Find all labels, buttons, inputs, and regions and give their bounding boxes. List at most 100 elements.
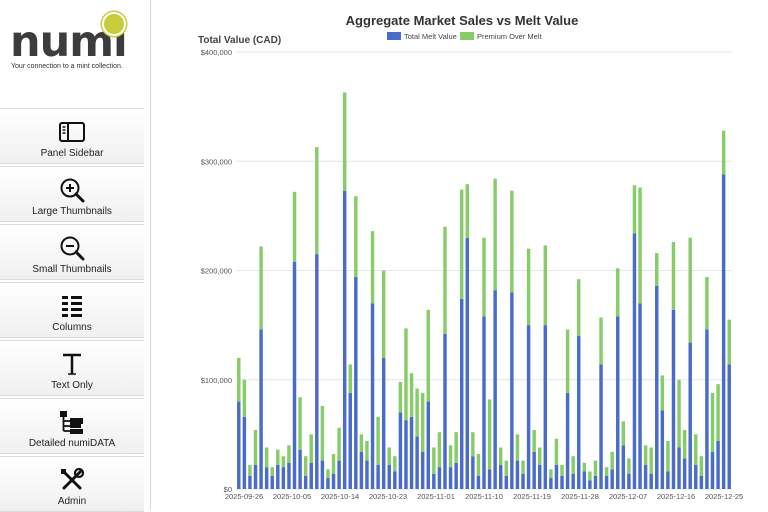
sidebar-item-small-thumbnails[interactable]: Small Thumbnails (0, 224, 144, 280)
bar-premium (287, 445, 291, 463)
bar-premium (549, 469, 553, 479)
sidebar-item-large-thumbnails[interactable]: Large Thumbnails (0, 166, 144, 222)
bar-melt (504, 475, 509, 489)
bar-melt (381, 357, 386, 489)
bar-melt (677, 447, 681, 489)
bar-premium (487, 399, 492, 470)
bar-premium (292, 191, 297, 262)
bar-melt (303, 475, 308, 489)
bar-premium (404, 328, 408, 421)
bar-premium (504, 460, 509, 476)
bar-melt (315, 254, 319, 489)
bar-melt (326, 478, 330, 489)
bar-melt (237, 401, 241, 489)
bar-premium (354, 196, 358, 278)
bar-premium (237, 357, 241, 402)
bar-premium (253, 430, 258, 465)
bar-melt (643, 464, 648, 489)
bar-premium (705, 277, 709, 330)
sales-vs-melt-chart: Aggregate Market Sales vs Melt Value Tot… (198, 13, 743, 501)
bar-premium (415, 388, 419, 437)
sidebar-item-detailed-numidata[interactable]: Detailed numiDATA (0, 398, 144, 454)
x-tick-label: 2025-11-28 (561, 492, 599, 501)
numi-logo[interactable]: numi Your connection to a mint collectio… (0, 0, 150, 106)
bar-premium (532, 430, 536, 452)
sidebar-item-label: Panel Sidebar (40, 148, 104, 159)
sidebar-item-columns[interactable]: Columns (0, 282, 144, 338)
bar-premium (727, 319, 731, 365)
bar-melt (721, 174, 726, 490)
bar-melt (621, 445, 626, 489)
bar-melt (521, 473, 525, 489)
bar-premium (694, 434, 698, 465)
bar-premium (510, 190, 514, 293)
sidebar-item-label: Columns (52, 322, 92, 333)
bar-premium (493, 178, 497, 291)
sidebar-item-admin[interactable]: Admin (0, 456, 144, 512)
bar-melt (632, 233, 637, 489)
bar-melt (582, 471, 587, 489)
bar-premium (599, 317, 603, 365)
bar-premium (320, 405, 325, 461)
legend[interactable]: Total Melt Value Premium Over Melt (387, 32, 543, 41)
bar-melt (359, 451, 364, 489)
sidebar-item-label: Detailed numiDATA (28, 438, 116, 449)
bar-premium (303, 456, 308, 476)
bar-melt (426, 401, 430, 489)
x-tick-label: 2025-12-07 (609, 492, 647, 501)
zoom-in-icon (60, 178, 85, 203)
sidebar-item-label: Admin (57, 496, 87, 507)
bar-melt (248, 475, 252, 489)
bar-melt (476, 475, 481, 489)
sidebar-item-label: Large Thumbnails (32, 206, 112, 217)
bar-melt (376, 464, 380, 489)
bar-melt (354, 277, 358, 489)
bar-premium (337, 427, 341, 461)
bar-premium (259, 246, 263, 330)
bar-premium (538, 447, 542, 465)
bar-premium (638, 187, 642, 304)
bar-melt (682, 458, 687, 489)
bar-premium (543, 245, 548, 326)
bar-melt (515, 460, 520, 489)
bar-melt (337, 460, 341, 489)
bar-melt (348, 392, 352, 489)
columns-icon (62, 296, 82, 317)
bar-premium (677, 379, 681, 448)
bar-premium (710, 392, 715, 452)
bar-melt (588, 480, 592, 489)
bar-premium (632, 185, 637, 234)
y-tick-label: $400,000 (201, 48, 232, 57)
bar-melt (393, 471, 397, 489)
bar-premium (498, 447, 503, 465)
bar-premium (554, 438, 559, 465)
bar-premium (649, 447, 653, 474)
bar-melt (571, 473, 575, 489)
sidebar-item-panel-sidebar[interactable]: Panel Sidebar (0, 108, 144, 164)
bar-premium (331, 454, 336, 474)
bar-melt (560, 475, 564, 489)
bar-melt (415, 436, 419, 489)
bar-melt (276, 464, 280, 489)
bar-premium (643, 445, 648, 465)
bar-melt (443, 333, 447, 489)
bar-melt (543, 325, 548, 489)
bar-premium (571, 456, 575, 474)
bar-premium (627, 458, 631, 474)
sidebar-item-text-only[interactable]: Text Only (0, 340, 144, 396)
bar-melt (498, 464, 503, 489)
y-axis-ticks: $0 $100,000 $200,000 $300,000 $400,000 (201, 48, 232, 494)
bar-melt (331, 473, 336, 489)
x-tick-label: 2025-12-16 (657, 492, 695, 501)
bar-premium (577, 279, 581, 337)
bar-premium (270, 467, 274, 476)
bar-melt (699, 475, 704, 489)
tools-icon (61, 467, 85, 490)
bar-premium (688, 237, 692, 343)
bar-premium (515, 434, 520, 461)
bar-melt (342, 190, 347, 489)
bar-melt (404, 420, 408, 489)
bar-melt (454, 462, 458, 489)
y-tick-label: $200,000 (201, 267, 232, 276)
bar-premium (448, 445, 453, 468)
